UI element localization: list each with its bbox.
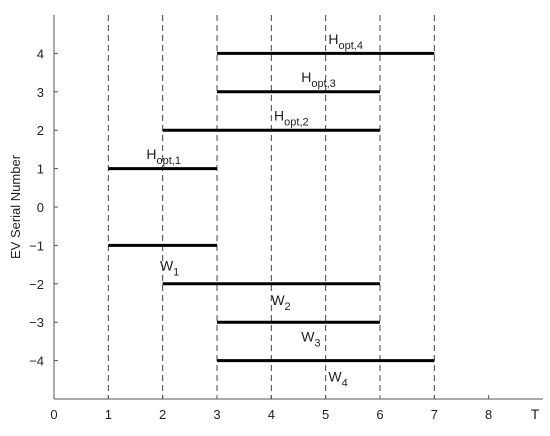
y-tick-label: 2 [37, 123, 44, 138]
x-axis-label: T [531, 406, 540, 422]
label-w2: W2 [271, 292, 290, 313]
axes [53, 15, 543, 400]
x-tick-label: 0 [50, 407, 57, 422]
x-tick-label: 8 [485, 407, 492, 422]
label-h4: Hopt,4 [328, 31, 363, 52]
y-tick-label: −3 [29, 315, 44, 330]
x-tick-label: 4 [268, 407, 275, 422]
x-tick-label: 5 [322, 407, 329, 422]
label-h2: Hopt,2 [274, 108, 309, 129]
label-h3: Hopt,3 [301, 69, 336, 90]
y-tick-label: 3 [37, 85, 44, 100]
x-tick-label: 3 [213, 407, 220, 422]
x-tick-label: 1 [105, 407, 112, 422]
y-tick-label: −4 [29, 354, 44, 369]
x-tick-label: 6 [376, 407, 383, 422]
x-tick-label: 2 [159, 407, 166, 422]
label-w1: W1 [160, 257, 179, 278]
y-tick-label: 0 [37, 200, 44, 215]
tick-labels: 0 1 2 3 4 5 6 7 8 −4 −3 −2 −1 0 1 2 3 4 [29, 46, 492, 422]
segment-labels: Hopt,4 Hopt,3 Hopt,2 Hopt,1 W1 W2 W3 W4 [146, 31, 363, 390]
x-tick-label: 7 [431, 407, 438, 422]
label-h1: Hopt,1 [146, 146, 181, 167]
label-w3: W3 [301, 328, 320, 349]
y-tick-label: 4 [37, 46, 44, 61]
vertical-dashed-lines [107, 15, 435, 399]
y-tick-label: 1 [37, 162, 44, 177]
y-tick-label: −1 [29, 238, 44, 253]
y-tick-label: −2 [29, 277, 44, 292]
y-axis-label: EV Serial Number [8, 154, 23, 259]
label-w4: W4 [328, 369, 347, 390]
segments [108, 51, 435, 363]
